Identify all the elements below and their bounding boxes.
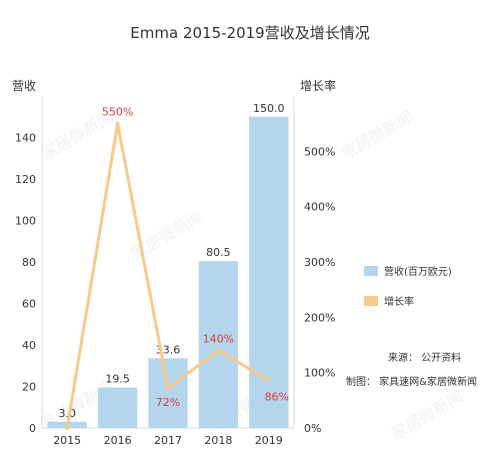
bar-2019 <box>249 116 289 428</box>
right-tick-label: 300% <box>304 256 335 269</box>
line-point-2019 <box>266 378 271 383</box>
x-tick-label: 2015 <box>53 434 81 447</box>
x-tick-label: 2018 <box>204 434 232 447</box>
left-tick-label: 0 <box>29 422 36 435</box>
left-tick-label: 60 <box>22 298 36 311</box>
bar-2018 <box>198 260 239 428</box>
line-labels: 550% 72% 140% 86% <box>102 106 289 409</box>
right-tick-label: 0% <box>304 422 321 435</box>
left-axis-label: 营收 <box>12 79 36 93</box>
line-series <box>65 121 271 430</box>
legend-label-line: 增长率 <box>384 295 414 308</box>
left-tick-label: 20 <box>22 381 36 394</box>
left-tick-label: 140 <box>15 132 36 145</box>
bar-2016 <box>97 387 138 428</box>
right-tick-label: 100% <box>304 367 335 380</box>
legend-swatch-line <box>364 296 378 306</box>
x-axis-labels: 2015 2016 2017 2018 2019 <box>53 434 283 447</box>
line-point-2015 <box>65 426 70 430</box>
left-tick-label: 80 <box>22 256 36 269</box>
x-tick-label: 2019 <box>255 434 283 447</box>
left-tick-label: 100 <box>15 215 36 228</box>
bar-value-label: 19.5 <box>105 373 130 386</box>
right-tick-label: 500% <box>304 145 335 158</box>
left-tick-label: 120 <box>15 173 36 186</box>
legend-swatch-bar <box>364 266 378 276</box>
legend-label-bar: 营收(百万欧元) <box>384 265 452 278</box>
line-value-label: 72% <box>156 396 180 409</box>
bar-2017 <box>148 358 188 428</box>
line-value-label: 140% <box>203 333 234 346</box>
x-tick-label: 2016 <box>104 434 132 447</box>
line-point-2017 <box>166 386 170 391</box>
line-value-label: 86% <box>265 390 289 403</box>
line-value-label: 550% <box>102 106 133 119</box>
legend: 营收(百万欧元) 增长率 <box>364 265 452 308</box>
x-tick-label: 2017 <box>154 434 182 447</box>
chart-title: Emma 2015-2019营收及增长情况 <box>130 24 369 42</box>
watermark-text: 家居微新闻 <box>388 387 467 443</box>
right-axis-label: 增长率 <box>300 78 336 93</box>
bar-series <box>47 116 289 428</box>
right-axis-ticks: 0% 100% 200% 300% 400% 500% <box>304 145 335 435</box>
bar-value-label: 3.0 <box>58 407 76 420</box>
bar-value-label: 150.0 <box>253 102 285 115</box>
right-tick-label: 400% <box>304 201 335 214</box>
watermark-text: 家居微新闻 <box>338 107 417 163</box>
line-point-2018 <box>216 348 221 353</box>
left-tick-label: 40 <box>22 339 36 352</box>
bar-value-label: 80.5 <box>206 246 231 259</box>
right-tick-label: 200% <box>304 311 335 324</box>
producer-note: 制图： 家具速网&家居微新闻 <box>346 375 477 388</box>
source-note: 来源： 公开资料 <box>388 351 461 364</box>
left-axis-ticks: 0 20 40 60 80 100 120 140 <box>15 132 36 436</box>
line-point-2016 <box>115 121 120 126</box>
